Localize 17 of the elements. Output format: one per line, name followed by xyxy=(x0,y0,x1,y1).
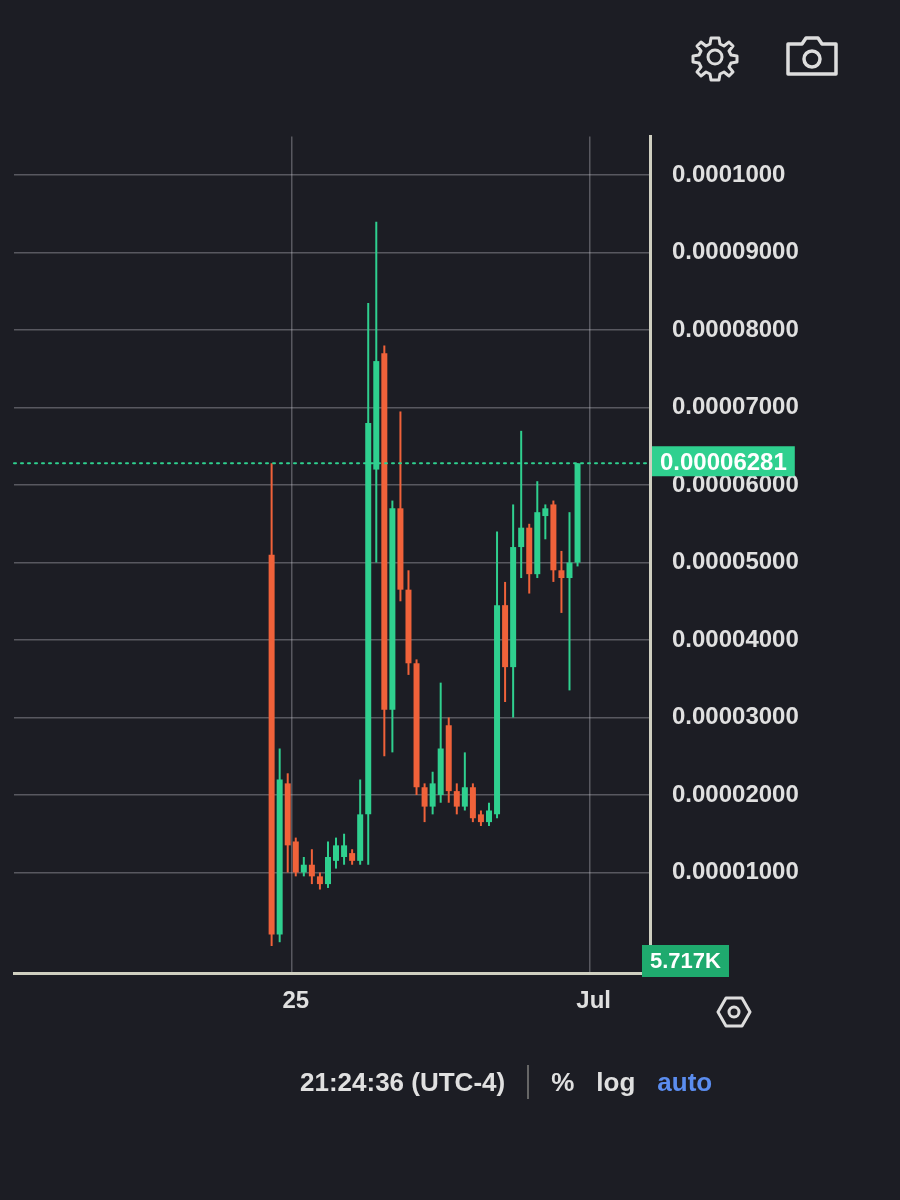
y-tick-label: 0.0001000 xyxy=(672,159,786,187)
y-tick-label: 0.00005000 xyxy=(672,547,799,575)
candlestick xyxy=(566,512,573,691)
x-tick-label: Jul xyxy=(576,986,611,1014)
text: log xyxy=(596,1066,636,1098)
text: 21:24:36 (UTC-4) xyxy=(300,1066,506,1098)
y-tick-label: 0.00009000 xyxy=(672,237,799,265)
text: auto xyxy=(657,1066,713,1098)
y-tick-label: 0.00003000 xyxy=(672,702,799,730)
x-tick-label: 25 xyxy=(282,986,310,1014)
y-tick-label: 0.00002000 xyxy=(672,779,799,807)
y-tick-label: 0.00004000 xyxy=(672,624,799,652)
text: % xyxy=(551,1066,575,1098)
y-tick-label: 0.00001000 xyxy=(672,857,799,885)
text: 5.717K xyxy=(642,945,729,977)
y-tick-label: 0.00007000 xyxy=(672,392,799,420)
y-tick-label: 0.00008000 xyxy=(672,314,799,342)
